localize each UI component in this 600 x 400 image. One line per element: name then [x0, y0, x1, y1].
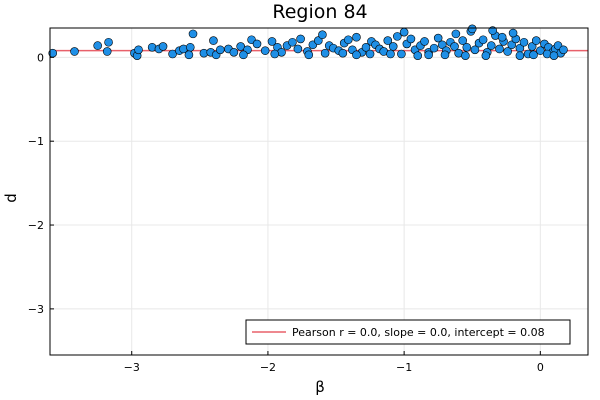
data-point: [413, 51, 423, 60]
data-point: [352, 50, 361, 60]
data-point: [531, 36, 541, 45]
data-point: [252, 39, 262, 49]
data-point: [515, 51, 525, 60]
data-point: [338, 48, 348, 58]
data-point: [314, 36, 323, 45]
data-point: [236, 42, 245, 51]
y-tick-label: −2: [28, 219, 44, 232]
data-point: [304, 50, 314, 60]
data-point: [549, 51, 559, 60]
data-point: [450, 42, 459, 51]
data-point: [481, 51, 491, 60]
data-point: [343, 35, 353, 45]
data-point: [293, 44, 303, 54]
data-point: [388, 42, 398, 51]
y-axis-label: d: [2, 193, 20, 203]
data-point: [393, 32, 402, 41]
data-point: [406, 34, 416, 44]
data-point: [185, 42, 195, 52]
data-point: [461, 51, 470, 60]
legend-box: [245, 319, 571, 345]
data-point: [168, 49, 177, 59]
data-point: [503, 47, 512, 56]
data-point: [386, 49, 395, 59]
data-point: [451, 29, 461, 39]
data-point: [134, 45, 143, 55]
data-point: [102, 47, 112, 56]
y-tick-label: 0: [37, 51, 44, 64]
data-point: [209, 36, 218, 45]
data-point: [559, 45, 568, 55]
legend-label: Pearson r = 0.0, slope = 0.0, intercept …: [292, 326, 545, 339]
data-point: [437, 40, 447, 50]
x-tick-label: −2: [260, 361, 276, 374]
data-point: [429, 43, 439, 53]
data-point: [397, 49, 406, 59]
data-point: [320, 48, 330, 58]
data-point: [458, 36, 467, 45]
y-axis-ticks: 0 −1 −2 −3: [28, 51, 54, 316]
data-point: [260, 46, 270, 55]
x-tick-label: −3: [124, 361, 140, 374]
data-point: [478, 35, 488, 45]
data-point: [420, 37, 429, 46]
data-point: [184, 50, 194, 60]
x-axis-label: β: [315, 378, 325, 396]
x-tick-label: −1: [396, 361, 412, 374]
data-point: [467, 24, 477, 34]
data-point: [383, 36, 393, 45]
data-point: [361, 42, 371, 52]
data-point: [486, 41, 496, 50]
data-point: [296, 34, 305, 44]
data-point: [399, 27, 409, 37]
data-point: [470, 45, 480, 55]
data-point: [536, 46, 545, 55]
data-point: [529, 50, 538, 60]
data-point: [488, 26, 497, 35]
grid: [50, 28, 588, 355]
data-point: [527, 42, 537, 51]
data-point: [424, 50, 433, 60]
data-point: [188, 29, 198, 39]
chart-title: Region 84: [272, 1, 367, 23]
data-point: [352, 32, 361, 42]
data-point: [158, 42, 168, 51]
data-points: [48, 24, 568, 60]
data-point: [497, 32, 507, 42]
data-point: [495, 44, 504, 54]
plot-frame: [49, 27, 589, 356]
data-point: [288, 37, 297, 47]
y-tick-label: −3: [28, 303, 44, 316]
y-tick-label: −1: [28, 135, 44, 148]
data-point: [433, 33, 443, 43]
data-point: [270, 49, 280, 59]
legend: Pearson r = 0.0, slope = 0.0, intercept …: [245, 319, 571, 345]
data-point: [318, 30, 327, 40]
x-tick-label: 0: [537, 361, 544, 374]
data-point: [519, 37, 529, 47]
x-axis-ticks: −3 −2 −1 0: [124, 351, 544, 374]
data-point: [440, 50, 450, 60]
data-point: [462, 42, 472, 52]
data-point: [267, 37, 277, 46]
data-point: [365, 49, 375, 59]
data-point: [507, 40, 517, 50]
data-point: [229, 48, 239, 57]
data-point: [104, 37, 113, 47]
data-point: [239, 50, 248, 60]
data-point: [93, 41, 102, 50]
data-point: [70, 47, 79, 56]
data-point: [215, 45, 225, 55]
data-point: [508, 28, 518, 38]
